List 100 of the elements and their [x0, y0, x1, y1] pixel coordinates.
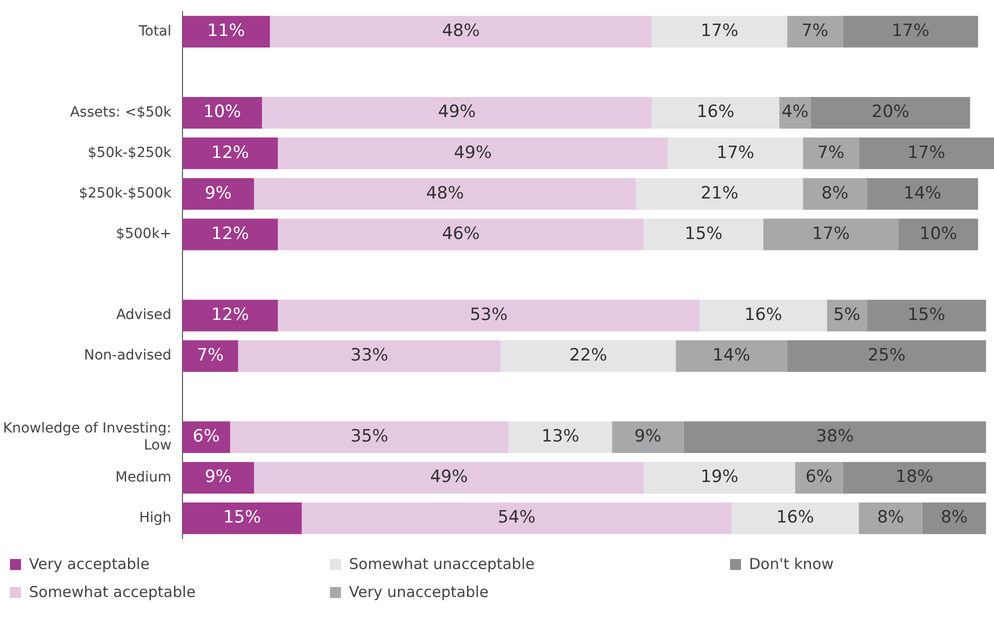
data-label: 8%: [877, 508, 904, 528]
data-label: 9%: [204, 183, 232, 204]
data-label: 8%: [940, 508, 968, 528]
legend-label: Very acceptable: [29, 555, 150, 573]
data-label: 4%: [782, 102, 809, 122]
data-label: 33%: [350, 346, 388, 366]
data-label: 14%: [903, 183, 942, 204]
bar: [898, 218, 978, 250]
data-label: 14%: [712, 346, 750, 366]
legend-label: Somewhat acceptable: [29, 583, 196, 601]
data-label: 22%: [569, 346, 608, 366]
bar: [858, 138, 994, 170]
bar: [182, 96, 262, 129]
data-label: 54%: [498, 508, 536, 528]
y-tick-label: Advised: [116, 307, 172, 324]
bar: [644, 218, 764, 250]
data-label: 15%: [907, 304, 946, 325]
bar: [700, 300, 827, 332]
data-label: 12%: [211, 304, 250, 325]
data-label: 17%: [907, 142, 946, 163]
bar: [810, 96, 970, 129]
data-label: 17%: [716, 142, 754, 163]
bar: [182, 178, 254, 210]
data-label: 49%: [454, 142, 492, 163]
data-label: 20%: [872, 102, 910, 122]
data-label: 46%: [442, 224, 480, 244]
y-tick-label: $250k-$500k: [78, 186, 172, 202]
data-label: 12%: [211, 142, 250, 163]
data-label: 12%: [211, 224, 250, 244]
bar: [676, 340, 788, 372]
data-label: 13%: [541, 426, 580, 447]
bar: [182, 462, 254, 494]
bar: [652, 16, 788, 48]
data-label: 8%: [821, 183, 848, 204]
legend-label: Don't know: [749, 555, 834, 573]
bar: [803, 138, 859, 170]
y-tick-label: Knowledge of Investing: Low: [2, 420, 172, 454]
bar: [668, 138, 804, 170]
bar: [238, 340, 501, 372]
bar: [302, 502, 732, 534]
bar: [612, 421, 684, 454]
y-tick-label: Total: [138, 23, 172, 40]
data-label: 7%: [817, 142, 844, 163]
bar: [795, 462, 843, 494]
bar: [182, 502, 302, 534]
data-label: 16%: [744, 304, 782, 325]
bar: [182, 16, 270, 48]
data-label: 49%: [430, 467, 468, 488]
data-label: 17%: [892, 21, 930, 42]
data-label: 15%: [684, 224, 722, 244]
bar: [182, 218, 278, 250]
y-tick-label: $50k-$250k: [88, 144, 172, 161]
data-label: 11%: [207, 21, 246, 42]
data-label: 10%: [919, 224, 958, 244]
data-label: 19%: [700, 467, 738, 488]
data-label: 9%: [204, 467, 232, 488]
bar: [182, 300, 278, 332]
bar: [278, 138, 668, 170]
data-label: 48%: [442, 21, 480, 42]
data-label: 9%: [634, 426, 662, 447]
y-tick-label: Medium: [115, 469, 172, 486]
bar: [866, 300, 986, 332]
bar: [278, 218, 644, 250]
bar: [787, 340, 986, 372]
bar: [922, 502, 986, 534]
data-label: 38%: [816, 426, 854, 447]
bar: [254, 462, 644, 494]
data-label: 25%: [868, 346, 906, 366]
bar: [182, 138, 278, 170]
bar: [254, 178, 636, 210]
bar: [803, 178, 867, 210]
bar: [866, 178, 978, 210]
data-label: 10%: [203, 102, 242, 122]
bar: [230, 421, 509, 454]
data-label: 48%: [426, 183, 464, 204]
bar: [278, 300, 700, 332]
bar: [508, 421, 612, 454]
y-tick-label: Non-advised: [84, 348, 172, 364]
data-label: 35%: [350, 426, 388, 447]
legend-label: Very unacceptable: [349, 583, 489, 601]
bar: [652, 96, 780, 129]
data-label: 6%: [192, 426, 220, 447]
data-label: 17%: [812, 224, 850, 244]
y-tick-label: Assets: <$50k: [70, 104, 172, 120]
data-label: 5%: [833, 304, 860, 325]
bar: [684, 421, 986, 454]
data-label: 53%: [470, 304, 508, 325]
bar: [787, 16, 843, 48]
data-label: 7%: [196, 346, 224, 366]
data-label: 15%: [223, 508, 261, 528]
bar: [644, 462, 796, 494]
bar: [858, 502, 922, 534]
legend-label: Somewhat unacceptable: [349, 555, 535, 573]
bar: [262, 96, 652, 129]
data-label: 16%: [776, 508, 814, 528]
data-label: 7%: [801, 21, 828, 42]
data-label: 17%: [700, 21, 738, 42]
data-label: 16%: [696, 102, 734, 122]
bar: [731, 502, 859, 534]
bar: [842, 462, 986, 494]
